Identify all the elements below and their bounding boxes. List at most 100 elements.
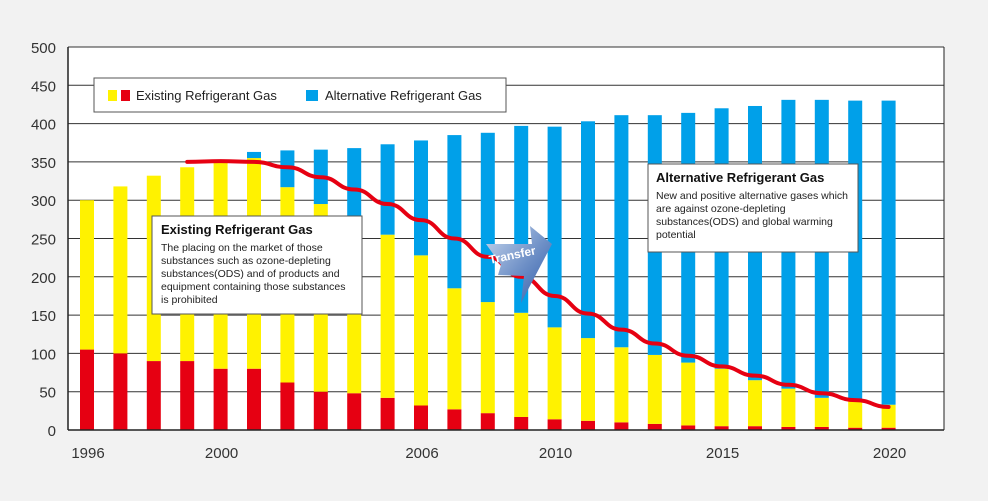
bar-existing-yellow [814, 397, 829, 427]
axes [67, 47, 945, 431]
bar-existing-yellow [714, 368, 729, 427]
trend-line-path [185, 159, 891, 410]
x-tick-label: 2015 [706, 445, 739, 462]
bars [80, 99, 896, 430]
bar-existing-red [414, 405, 428, 430]
legend-swatch-existing-yellow [108, 90, 117, 101]
bar-existing-red [480, 413, 495, 430]
x-tick-label: 2000 [205, 445, 238, 462]
y-tick-label: 450 [31, 78, 56, 95]
annotation-alternative-title: Alternative Refrigerant Gas [656, 170, 824, 185]
bar-existing-yellow [748, 380, 762, 427]
transfer-arrow-shape [486, 226, 552, 303]
bar-existing-yellow [681, 362, 696, 426]
x-tick-labels: 1996 2000 2006 2010 2015 2020 [71, 445, 906, 462]
y-tick-label: 50 [39, 385, 56, 402]
bar-existing-yellow [881, 404, 896, 428]
legend-label-existing: Existing Refrigerant Gas [136, 88, 277, 103]
bar-existing-yellow [80, 200, 94, 350]
legend-label-alternative: Alternative Refrigerant Gas [325, 88, 482, 103]
y-tick-label: 400 [31, 117, 56, 134]
bar-existing-red [547, 419, 562, 430]
bar-existing-yellow [781, 388, 796, 427]
bar-existing-yellow [647, 354, 662, 424]
annotation-alternative-line: substances(ODS) and global warming [656, 216, 833, 228]
bar-series-2 [414, 140, 428, 256]
y-tick-label: 300 [31, 193, 56, 210]
bar-existing-red [113, 353, 128, 430]
x-tick-label: 2006 [405, 445, 438, 462]
bar-existing-red [180, 361, 195, 430]
bar-existing-red [681, 425, 696, 430]
bar-existing-red [714, 426, 729, 430]
legend-swatch-alternative [306, 90, 318, 101]
annotation-alternative-line: New and positive alternative gases which [656, 190, 848, 202]
annotation-alternative-line: are against ozone-depleting [656, 203, 786, 215]
annotation-alternative: Alternative Refrigerant Gas New and posi… [647, 163, 859, 253]
bar-series-2 [581, 121, 595, 339]
bar-existing-red [647, 423, 662, 430]
bar-existing-yellow [614, 347, 629, 423]
annotation-existing-line: The placing on the market of those [161, 242, 323, 254]
bar-existing-red [848, 427, 863, 430]
y-tick-label: 500 [31, 40, 56, 57]
bar-existing-red [614, 422, 629, 430]
annotation-existing-line: equipment containing those substances [161, 281, 345, 293]
bar-series-2 [380, 144, 395, 235]
bar-existing-yellow [447, 288, 462, 410]
bar-existing-red [80, 349, 94, 430]
annotation-alternative-box [647, 163, 859, 253]
bar-existing-red [213, 368, 228, 430]
bar-existing-yellow [581, 338, 595, 421]
annotation-existing-title: Existing Refrigerant Gas [161, 222, 313, 237]
bar-existing-yellow [380, 234, 395, 398]
bar-existing-red [881, 427, 896, 430]
bar-existing-yellow [480, 302, 495, 414]
annotation-alternative-line: potential [656, 229, 696, 241]
bar-existing-red [280, 382, 295, 430]
annotation-existing-line: substances(ODS) and of products and [161, 268, 340, 280]
bar-series-2 [547, 126, 562, 328]
bar-existing-red [247, 368, 261, 430]
legend-swatch-existing-red [121, 90, 130, 101]
bar-series-2 [247, 151, 261, 159]
y-tick-label: 250 [31, 232, 56, 249]
transfer-arrow: Transfer [486, 226, 552, 303]
y-tick-label: 150 [31, 308, 56, 325]
y-tick-label: 0 [48, 423, 56, 440]
bar-existing-yellow [414, 255, 428, 406]
bar-series-2 [447, 135, 462, 289]
bar-existing-yellow [848, 400, 863, 428]
y-tick-label: 100 [31, 346, 56, 363]
bar-series-2 [614, 115, 629, 348]
annotation-existing-line: is prohibited [161, 294, 218, 306]
annotation-existing-box [151, 215, 363, 315]
bar-series-2 [347, 148, 362, 216]
y-tick-labels: 0 50 100 150 200 250 300 350 400 450 500 [31, 40, 56, 440]
bar-existing-red [514, 416, 529, 430]
bar-existing-red [447, 409, 462, 430]
legend-box [93, 77, 507, 113]
y-tick-label: 350 [31, 155, 56, 172]
bar-existing-yellow [514, 312, 529, 417]
bar-existing-red [814, 426, 829, 430]
annotation-existing-line: substances such as ozone-depleting [161, 255, 331, 267]
x-tick-label: 2010 [539, 445, 572, 462]
legend: Existing Refrigerant Gas Alternative Ref… [93, 77, 507, 113]
bar-existing-red [380, 397, 395, 430]
bar-existing-red [781, 426, 796, 430]
bar-existing-red [581, 420, 595, 430]
bar-existing-red [146, 361, 161, 430]
y-tick-label: 200 [31, 270, 56, 287]
bar-existing-yellow [547, 327, 562, 420]
bar-existing-yellow [113, 186, 128, 354]
x-tick-label: 1996 [71, 445, 104, 462]
trend-line [185, 159, 891, 410]
bar-existing-red [748, 426, 762, 430]
bar-existing-red [313, 391, 328, 430]
annotation-existing: Existing Refrigerant Gas The placing on … [151, 215, 363, 315]
bar-series-2 [881, 100, 896, 405]
bar-series-2 [480, 132, 495, 303]
